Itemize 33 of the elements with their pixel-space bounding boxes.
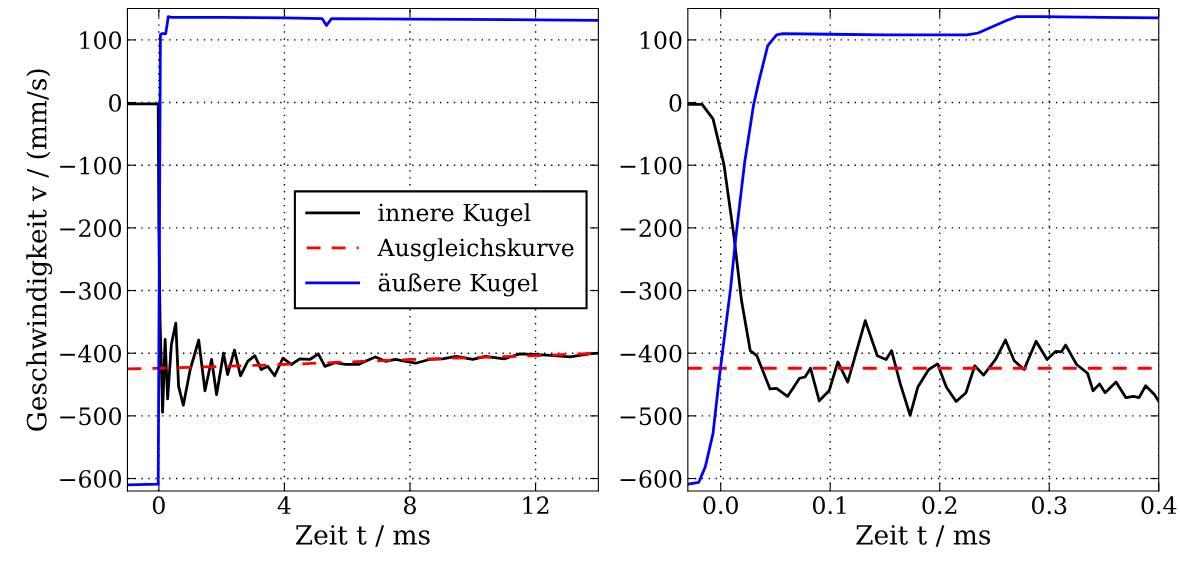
x-tick-label: 4 <box>277 496 291 514</box>
y-tick-label: 100 <box>640 31 682 50</box>
y-tick-label: −500 <box>620 407 682 426</box>
x-tick-label: 0.4 <box>1141 496 1177 515</box>
y-tick-label: −400 <box>620 344 682 363</box>
x-tick-label: 0.3 <box>1032 496 1067 515</box>
legend-label: äußere Kugel <box>378 273 538 297</box>
line-series <box>127 15 599 487</box>
legend-label: Ausgleichskurve <box>377 238 574 262</box>
y-tick-label: −100 <box>620 156 682 175</box>
y-axis-title: Geschwindigkeit v / (mm/s) <box>26 69 53 431</box>
x-axis-title: Zeit t / ms <box>856 524 991 547</box>
y-tick-label: −100 <box>60 156 122 175</box>
y-tick-label: −300 <box>60 281 122 300</box>
y-tick-label: 0 <box>669 94 682 112</box>
legend-label: innere Kugel <box>378 203 531 227</box>
y-tick-label: −200 <box>620 219 682 238</box>
y-tick-label: −600 <box>620 469 682 488</box>
x-tick-label: 8 <box>404 496 416 515</box>
y-tick-label: 0 <box>109 94 122 112</box>
y-tick-label: −500 <box>60 407 122 426</box>
y-tick-label: −600 <box>60 469 122 488</box>
x-axis-title: Zeit t / ms <box>295 524 430 547</box>
y-tick-label: −400 <box>60 344 122 363</box>
y-tick-label: 100 <box>80 31 122 50</box>
y-tick-label: −200 <box>60 219 122 238</box>
x-tick-label: 0.1 <box>812 496 846 515</box>
x-tick-label: 0 <box>152 496 165 515</box>
line-series <box>687 15 1159 486</box>
x-tick-label: 12 <box>523 496 549 514</box>
x-tick-label: 0.2 <box>922 496 957 515</box>
y-tick-label: −300 <box>620 281 682 300</box>
x-tick-label: 0.0 <box>703 496 738 515</box>
